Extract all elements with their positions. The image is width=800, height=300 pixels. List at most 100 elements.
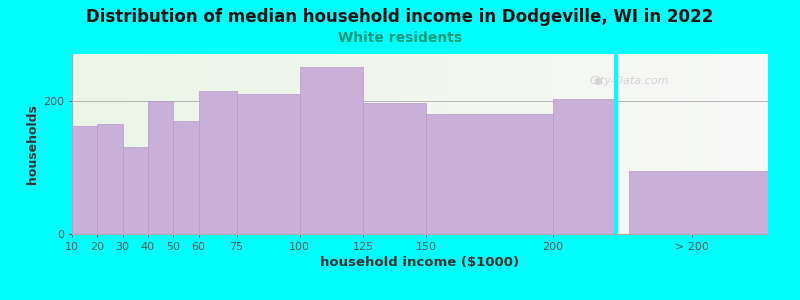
Bar [148, 101, 174, 234]
Bar [397, 54, 399, 234]
Bar [167, 54, 170, 234]
Bar [714, 54, 717, 234]
Bar [338, 54, 341, 234]
Bar [162, 54, 165, 234]
Bar [271, 54, 274, 234]
Bar [408, 54, 410, 234]
Bar [706, 54, 708, 234]
Bar [638, 54, 640, 234]
Bar [592, 54, 594, 234]
Bar [358, 54, 360, 234]
Bar [457, 54, 459, 234]
Bar [525, 54, 526, 234]
Bar [729, 54, 731, 234]
Bar [371, 54, 374, 234]
Bar [132, 54, 134, 234]
Bar [406, 54, 408, 234]
Bar [90, 54, 93, 234]
Bar [244, 54, 246, 234]
Bar [596, 54, 598, 234]
Bar [204, 54, 206, 234]
Bar [606, 54, 608, 234]
Bar [626, 54, 629, 234]
Bar [691, 54, 694, 234]
Bar [624, 54, 626, 234]
Bar [126, 54, 128, 234]
Bar [374, 54, 376, 234]
Bar [72, 54, 74, 234]
Bar [98, 124, 122, 234]
Bar [701, 54, 703, 234]
Bar [634, 54, 636, 234]
Bar [250, 54, 253, 234]
Bar [98, 54, 100, 234]
Bar [165, 54, 167, 234]
Bar [158, 54, 160, 234]
Bar [392, 54, 394, 234]
Bar [443, 54, 446, 234]
Bar [123, 54, 126, 234]
Bar [731, 54, 733, 234]
Bar [386, 54, 387, 234]
Bar [255, 54, 258, 234]
Bar [130, 54, 132, 234]
Bar [155, 54, 158, 234]
Bar [366, 54, 369, 234]
Bar [369, 54, 371, 234]
Bar [538, 54, 541, 234]
Bar [286, 54, 288, 234]
Bar [154, 54, 155, 234]
Bar [710, 54, 712, 234]
Bar [248, 54, 250, 234]
Bar [431, 54, 434, 234]
Bar [580, 54, 582, 234]
Bar [304, 54, 306, 234]
Bar [490, 54, 492, 234]
Bar [276, 54, 278, 234]
Bar [436, 54, 438, 234]
Bar [360, 54, 362, 234]
Bar [174, 54, 176, 234]
Bar [562, 54, 564, 234]
Y-axis label: households: households [26, 104, 39, 184]
Text: City-Data.com: City-Data.com [589, 76, 669, 86]
Bar [200, 54, 202, 234]
Bar [663, 54, 666, 234]
Bar [469, 54, 471, 234]
Bar [170, 54, 172, 234]
Bar [724, 54, 726, 234]
Bar [756, 54, 758, 234]
Bar [222, 54, 225, 234]
Bar [474, 54, 476, 234]
Bar [343, 54, 346, 234]
Bar [121, 54, 123, 234]
Bar [348, 54, 350, 234]
Bar [564, 54, 566, 234]
Bar [662, 54, 664, 234]
Bar [302, 54, 304, 234]
Bar [262, 54, 265, 234]
Bar [464, 54, 466, 234]
Bar [487, 54, 490, 234]
Bar [82, 54, 83, 234]
Bar [587, 54, 590, 234]
Bar [353, 54, 355, 234]
Bar [615, 54, 617, 234]
Bar [761, 54, 763, 234]
Bar [83, 54, 86, 234]
Bar [603, 54, 606, 234]
Bar [740, 54, 742, 234]
Bar [172, 54, 174, 234]
Bar [95, 54, 98, 234]
Bar [582, 54, 585, 234]
Bar [160, 54, 162, 234]
Bar [202, 54, 204, 234]
Bar [193, 54, 195, 234]
Bar [438, 54, 441, 234]
Bar [362, 54, 364, 234]
Bar [332, 54, 334, 234]
Bar [116, 54, 118, 234]
Bar [441, 54, 443, 234]
Bar [499, 54, 501, 234]
Bar [198, 91, 237, 234]
